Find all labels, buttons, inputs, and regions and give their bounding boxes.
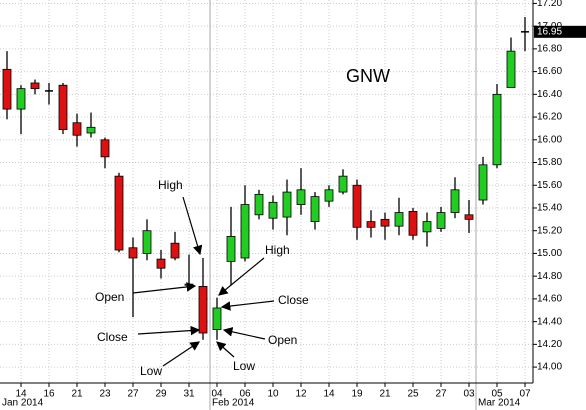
annotation: Close: [278, 293, 309, 307]
y-tick-label: 16.40: [537, 89, 562, 100]
candle-body: [394, 212, 404, 227]
x-tick-label: 27: [127, 389, 139, 400]
candle-body: [268, 201, 278, 219]
annotation: Close: [97, 330, 128, 344]
y-tick-label: 14.60: [537, 294, 562, 305]
candle-body: [128, 247, 138, 259]
candle-body: [58, 84, 68, 130]
x-tick-label: 14: [323, 389, 335, 400]
annotation: Open: [268, 333, 297, 347]
annotation: Low: [140, 364, 162, 378]
arrow: [216, 341, 235, 358]
candle-body: [226, 235, 236, 262]
period-label: Feb 2014: [212, 398, 255, 409]
candle-body: [100, 139, 110, 158]
y-tick-label: 15.20: [537, 225, 562, 236]
x-tick-label: 25: [407, 389, 419, 400]
x-tick-label: 23: [99, 389, 111, 400]
y-tick-label: 16.80: [537, 44, 562, 55]
x-tick-label: 03: [463, 389, 475, 400]
last-price-box: [534, 25, 586, 38]
annotation: High: [158, 178, 183, 192]
y-tick-label: 16.60: [537, 66, 562, 77]
arrow: [182, 196, 203, 256]
arrow: [218, 257, 265, 296]
candle-body: [30, 82, 40, 90]
candle-body: [170, 242, 180, 259]
arrow: [222, 327, 266, 340]
candle-body: [436, 212, 446, 229]
candle-body: [86, 126, 96, 134]
candle-body: [212, 307, 222, 330]
candle-body: [506, 50, 516, 88]
x-tick-label: 27: [435, 389, 447, 400]
y-tick-label: 14.40: [537, 316, 562, 327]
y-tick-label: 15.60: [537, 180, 562, 191]
candle-body: [282, 191, 292, 218]
x-tick-label: 16: [43, 389, 55, 400]
candle-body: [296, 189, 306, 205]
candle-body: [478, 164, 488, 201]
x-tick-label: 05: [491, 389, 503, 400]
y-tick-label: 15.00: [537, 248, 562, 259]
grid: [0, 0, 533, 410]
y-tick-label: 15.40: [537, 203, 562, 214]
candle-body: [198, 285, 208, 334]
arrow: [220, 300, 275, 311]
candle-body: [254, 193, 264, 216]
candle-body: [464, 214, 474, 220]
candle-body: [2, 68, 12, 110]
annotations: High Open Close Low High Close Open Low: [95, 178, 309, 378]
x-tick-label: 31: [183, 389, 195, 400]
candle-body: [380, 218, 390, 227]
x-tick-label: 12: [295, 389, 307, 400]
y-tick-label: 15.80: [537, 157, 562, 168]
candle-body: [324, 189, 334, 202]
candle-body: [450, 189, 460, 213]
y-tick-label: 14.80: [537, 271, 562, 282]
period-label: Mar 2014: [478, 398, 521, 409]
arrow: [137, 325, 201, 336]
candle-body: [422, 221, 432, 233]
y-tick-label: 16.20: [537, 112, 562, 123]
x-tick-label: 04: [211, 389, 223, 400]
annotation: Open: [95, 290, 124, 304]
candle-body: [156, 258, 166, 269]
y-tick-label: 14.00: [537, 362, 562, 373]
period-label: Jan 2014: [2, 398, 44, 409]
candle-body: [408, 210, 418, 236]
candle-body: [352, 184, 362, 228]
chart-title: GNW: [346, 66, 390, 86]
arrow: [132, 282, 197, 294]
candle-body: [492, 93, 502, 166]
candle-body: [72, 122, 82, 136]
x-tick-label: 21: [71, 389, 83, 400]
last-price-label: 16.95: [537, 26, 562, 37]
x-tick-label: 29: [155, 389, 167, 400]
candle-body: [16, 88, 26, 110]
candle-body: [338, 175, 348, 193]
candles: [2, 17, 529, 340]
y-tick-label: 16.00: [537, 134, 562, 145]
candle-body: [184, 283, 194, 286]
candle-body: [114, 175, 124, 251]
y-tick-label: 14.20: [537, 339, 562, 350]
x-tick-label: 19: [351, 389, 363, 400]
candle-body: [142, 230, 152, 254]
candle-body: [240, 204, 250, 259]
x-tick-label: 21: [379, 389, 391, 400]
annotation: High: [265, 243, 290, 257]
x-tick-label: 07: [519, 389, 531, 400]
x-tick-label: 10: [267, 389, 279, 400]
annotation: Low: [233, 359, 255, 373]
x-tick-label: 06: [239, 389, 251, 400]
x-tick-label: 14: [15, 389, 27, 400]
y-tick-label: 17.20: [537, 0, 562, 9]
candle-body: [310, 196, 320, 223]
arrow: [162, 341, 200, 367]
candle-body: [366, 221, 376, 228]
